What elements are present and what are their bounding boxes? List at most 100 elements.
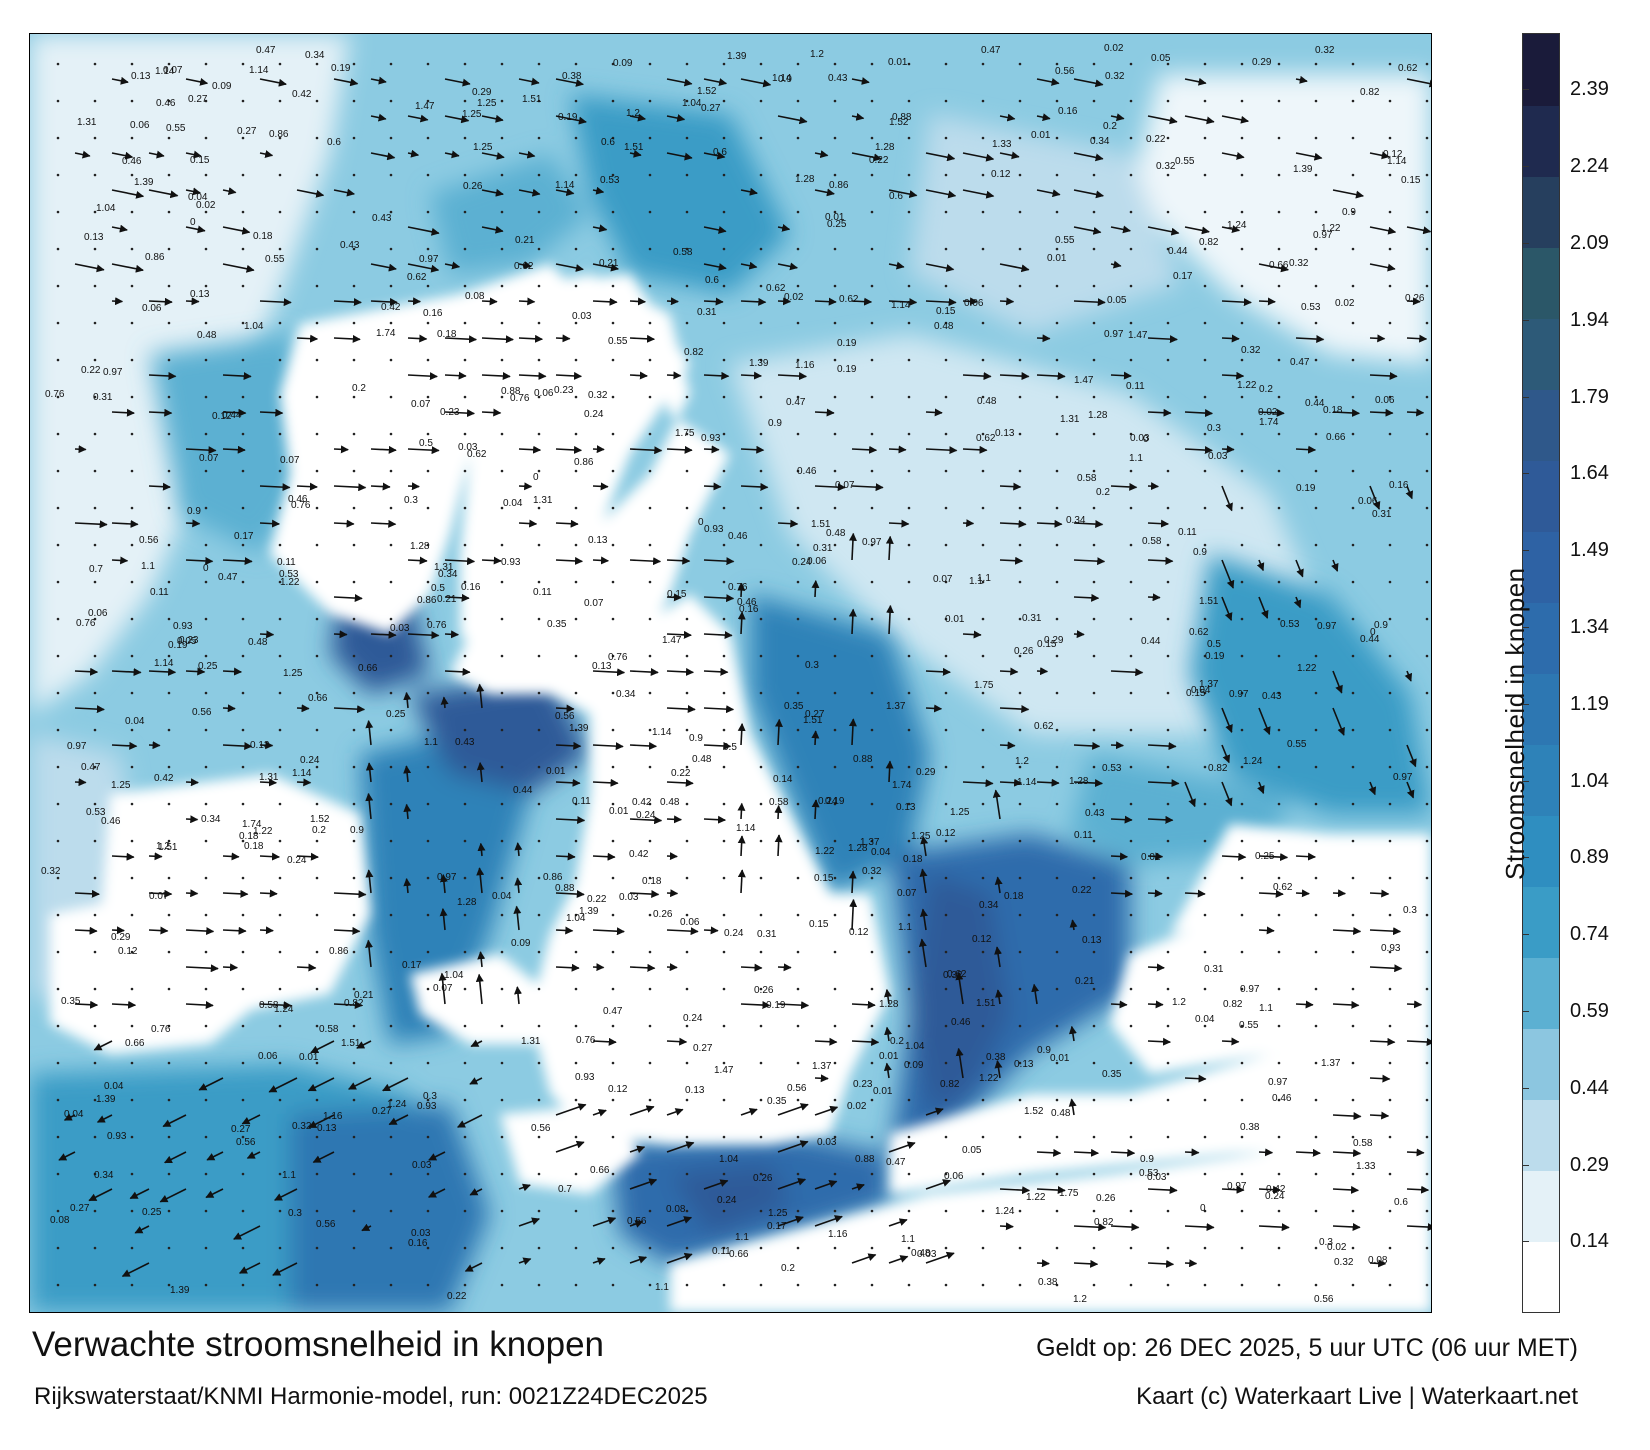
speed-value-label: 1.2 <box>1015 756 1029 767</box>
current-arrow <box>703 482 722 491</box>
grid-dot <box>463 839 467 843</box>
grid-dot <box>944 765 948 769</box>
grid-dot <box>1240 358 1244 362</box>
current-arrow <box>185 815 199 824</box>
grid-dot <box>500 1209 504 1213</box>
speed-value-label: 0.38 <box>1240 1122 1260 1133</box>
speed-value-label: 0.2 <box>1259 384 1273 395</box>
speed-value-label: 0.13 <box>1014 1059 1034 1070</box>
grid-dot <box>648 543 652 547</box>
current-arrow <box>592 852 616 861</box>
grid-dot <box>981 469 985 473</box>
grid-dot <box>1388 432 1392 436</box>
grid-dot <box>389 1024 393 1028</box>
speed-value-label: 0.22 <box>81 365 101 376</box>
grid-dot <box>352 1024 356 1028</box>
grid-dot <box>352 580 356 584</box>
grid-dot <box>426 617 430 621</box>
speed-value-label: 0.48 <box>911 1248 931 1259</box>
grid-dot <box>870 913 874 917</box>
color-scale-band <box>1523 602 1559 674</box>
current-arrow <box>737 582 746 598</box>
speed-value-label: 0.56 <box>627 1216 647 1227</box>
current-arrow <box>629 1105 655 1116</box>
grid-dot <box>1425 284 1429 288</box>
current-arrow <box>259 852 280 861</box>
grid-dot <box>352 247 356 251</box>
speed-value-label: 0.26 <box>753 1173 773 1184</box>
current-arrow <box>333 445 349 454</box>
grid-dot <box>167 247 171 251</box>
speed-value-label: 0.16 <box>461 582 481 593</box>
grid-dot <box>130 1209 134 1213</box>
current-arrow <box>629 1220 644 1228</box>
grid-dot <box>500 469 504 473</box>
grid-dot <box>611 839 615 843</box>
grid-dot <box>796 321 800 325</box>
speed-value-label: 1.75 <box>974 680 994 691</box>
speed-value-label: 0.21 <box>437 594 457 605</box>
current-arrow <box>1073 779 1103 788</box>
current-arrow <box>666 297 679 306</box>
grid-dot <box>315 617 319 621</box>
speed-value-label: 0.12 <box>849 927 869 938</box>
grid-dot <box>1277 654 1281 658</box>
grid-dot <box>1425 876 1429 880</box>
grid-dot <box>1166 1246 1170 1250</box>
grid-dot <box>611 802 615 806</box>
current-arrow <box>1332 1149 1362 1158</box>
current-arrow <box>1073 298 1106 307</box>
current-arrow <box>1406 78 1431 88</box>
speed-value-label: 0.42 <box>632 797 652 808</box>
speed-value-label: 0.19 <box>1205 651 1225 662</box>
grid-dot <box>352 802 356 806</box>
grid-dot <box>1388 913 1392 917</box>
current-arrow <box>703 1179 729 1190</box>
grid-dot <box>352 1135 356 1139</box>
grid-dot <box>1092 1283 1096 1287</box>
speed-value-label: 0.18 <box>1323 405 1343 416</box>
grid-dot <box>278 1283 282 1287</box>
grid-dot <box>1314 1209 1318 1213</box>
current-arrow <box>259 150 274 158</box>
speed-value-label: 0.31 <box>1022 613 1042 624</box>
grid-dot <box>1018 506 1022 510</box>
speed-value-label: 0.66 <box>590 1165 610 1176</box>
grid-dot <box>1203 321 1207 325</box>
grid-dot <box>426 469 430 473</box>
speed-value-label: 0.04 <box>503 498 523 509</box>
speed-value-label: 0 <box>1200 1203 1206 1214</box>
speed-value-label: 1.25 <box>911 831 931 842</box>
speed-value-label: 0.76 <box>291 500 311 511</box>
grid-dot <box>685 691 689 695</box>
grid-dot <box>981 1098 985 1102</box>
speed-value-label: 0.82 <box>1360 87 1380 98</box>
grid-dot <box>796 950 800 954</box>
grid-dot <box>1203 1061 1207 1065</box>
current-arrow <box>666 815 682 824</box>
speed-value-label: 0.09 <box>511 938 531 949</box>
grid-dot <box>1425 913 1429 917</box>
grid-dot <box>870 469 874 473</box>
speed-value-label: 0.6 <box>1394 1197 1408 1208</box>
grid-dot <box>1129 469 1133 473</box>
current-arrow <box>999 1186 1031 1195</box>
grid-dot <box>278 765 282 769</box>
grid-dot <box>130 839 134 843</box>
grid-dot <box>1240 802 1244 806</box>
current-arrow <box>370 630 397 639</box>
current-arrow <box>74 263 105 273</box>
current-speed-map[interactable]: 0.04 0.22 0.03 1.52 0.76 0.24 0.86 0.35 1.47 0.5 0… <box>29 33 1432 1313</box>
grid-dot <box>315 839 319 843</box>
speed-value-label: 0.17 <box>402 960 422 971</box>
speed-value-label: 0 <box>203 563 209 574</box>
grid-dot <box>1055 432 1059 436</box>
grid-dot <box>1055 580 1059 584</box>
speed-value-label: 0.25 <box>142 1207 162 1218</box>
speed-value-label: 0.32 <box>1105 71 1125 82</box>
grid-dot <box>352 62 356 66</box>
speed-value-label: 0.35 <box>547 619 567 630</box>
current-arrow <box>1406 1223 1431 1232</box>
current-arrow <box>111 263 144 273</box>
grid-dot <box>722 1061 726 1065</box>
